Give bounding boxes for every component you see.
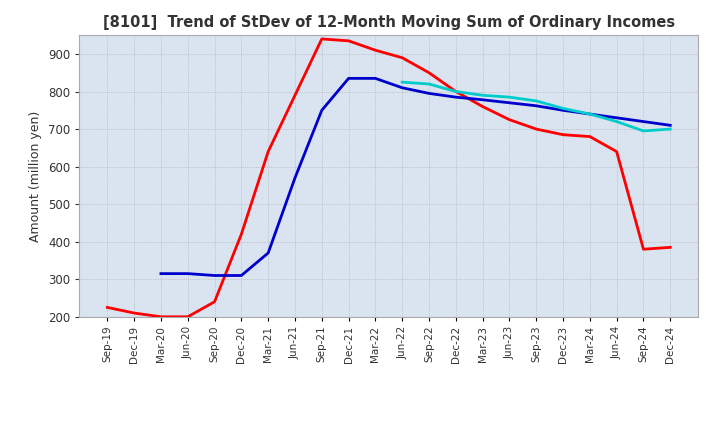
3 Years [639,246,648,252]
Line: 3 Years: 3 Years [107,39,670,317]
3 Years [264,149,272,154]
7 Years [478,93,487,98]
Legend: 3 Years, 5 Years, 7 Years, 10 Years: 3 Years, 5 Years, 7 Years, 10 Years [170,434,608,440]
5 Years [184,271,192,276]
3 Years [157,314,166,319]
3 Years [425,70,433,75]
5 Years [344,76,353,81]
3 Years [210,299,219,304]
3 Years [532,126,541,132]
3 Years [344,38,353,44]
7 Years [398,80,407,85]
7 Years [612,119,621,124]
5 Years [451,95,460,100]
7 Years [532,98,541,103]
5 Years [291,175,300,180]
3 Years [398,55,407,60]
5 Years [237,273,246,278]
3 Years [291,93,300,98]
7 Years [505,95,514,100]
3 Years [184,314,192,319]
7 Years [425,81,433,87]
5 Years [157,271,166,276]
3 Years [666,245,675,250]
5 Years [532,103,541,108]
5 Years [210,273,219,278]
5 Years [505,100,514,106]
5 Years [318,108,326,113]
3 Years [237,231,246,237]
3 Years [478,104,487,109]
Title: [8101]  Trend of StDev of 12-Month Moving Sum of Ordinary Incomes: [8101] Trend of StDev of 12-Month Moving… [103,15,675,30]
3 Years [585,134,594,139]
5 Years [425,91,433,96]
7 Years [666,126,675,132]
Line: 5 Years: 5 Years [161,78,670,275]
7 Years [451,89,460,94]
3 Years [612,149,621,154]
5 Years [264,250,272,256]
3 Years [559,132,567,137]
3 Years [505,117,514,122]
7 Years [585,111,594,117]
5 Years [398,85,407,90]
7 Years [559,106,567,111]
5 Years [371,76,379,81]
3 Years [451,89,460,94]
5 Years [478,97,487,103]
3 Years [103,305,112,310]
5 Years [639,119,648,124]
3 Years [371,48,379,53]
3 Years [130,310,138,315]
5 Years [612,115,621,121]
5 Years [585,111,594,117]
7 Years [639,128,648,134]
5 Years [559,108,567,113]
Line: 7 Years: 7 Years [402,82,670,131]
Y-axis label: Amount (million yen): Amount (million yen) [30,110,42,242]
3 Years [318,37,326,42]
5 Years [666,123,675,128]
